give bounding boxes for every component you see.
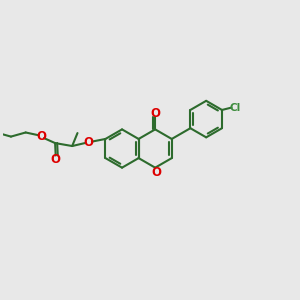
Text: O: O <box>36 130 46 143</box>
Text: O: O <box>51 153 61 166</box>
Text: O: O <box>83 136 93 149</box>
Text: O: O <box>152 167 162 179</box>
Text: O: O <box>150 107 160 120</box>
Text: Cl: Cl <box>230 103 241 112</box>
